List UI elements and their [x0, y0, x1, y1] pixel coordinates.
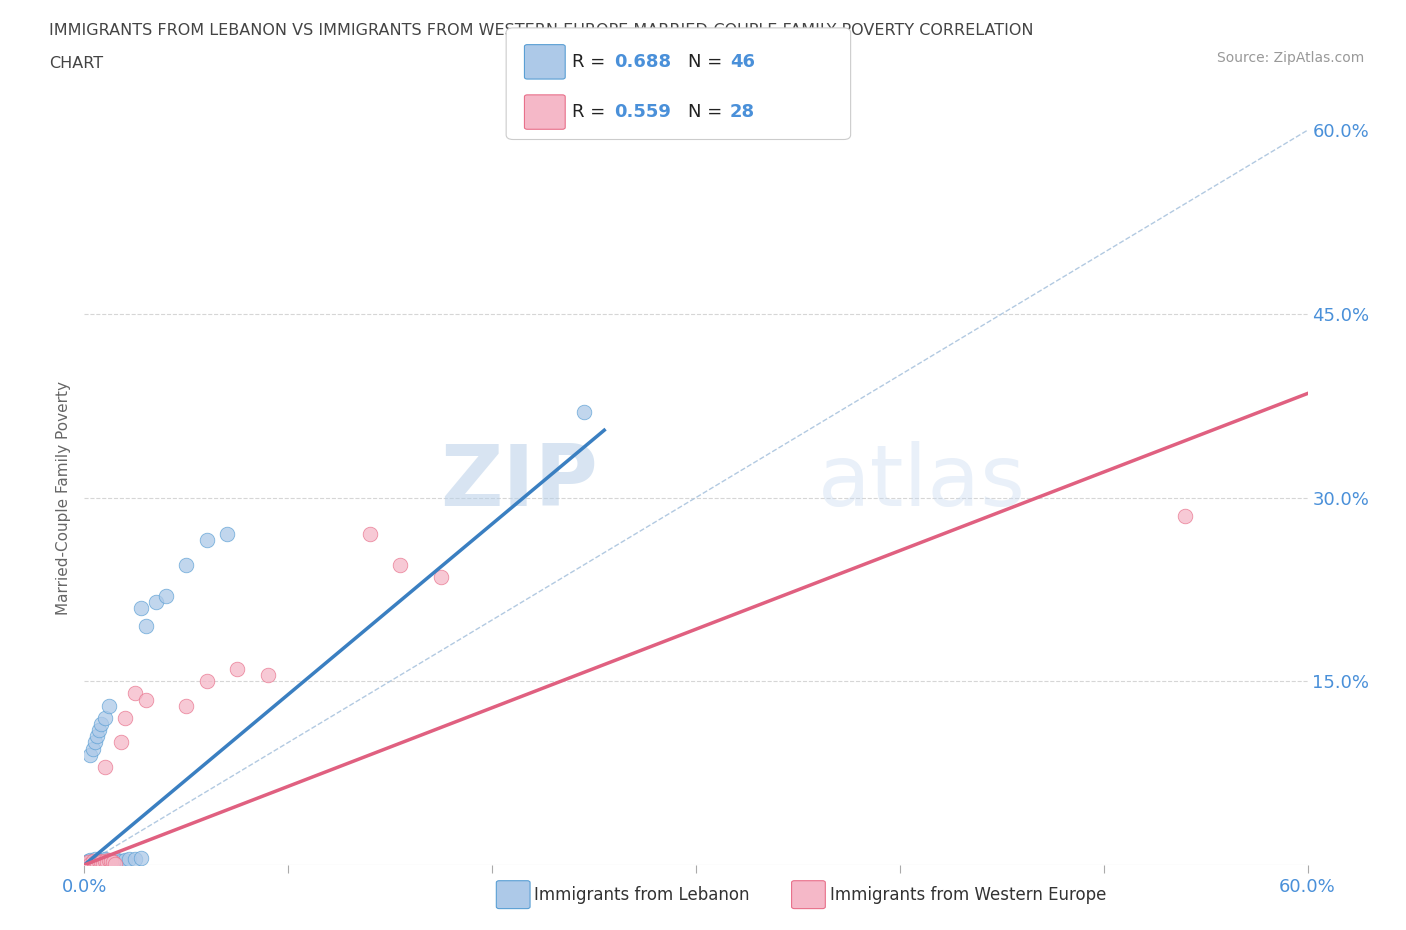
- Point: [75, 857, 97, 871]
- Point: [257, 668, 280, 683]
- Text: ZIP: ZIP: [440, 442, 598, 525]
- Point: [104, 854, 127, 869]
- Point: [135, 618, 157, 633]
- Point: [124, 686, 146, 701]
- Point: [90, 717, 112, 732]
- Text: 0.688: 0.688: [614, 53, 672, 71]
- Point: [124, 851, 146, 866]
- Point: [174, 557, 197, 572]
- Point: [217, 526, 239, 541]
- Point: [83, 735, 105, 750]
- Point: [118, 851, 141, 866]
- Point: [82, 741, 104, 756]
- Text: R =: R =: [572, 103, 612, 121]
- Point: [87, 854, 110, 869]
- Point: [87, 857, 110, 871]
- Text: N =: N =: [688, 53, 727, 71]
- Point: [79, 857, 101, 871]
- Point: [86, 729, 108, 744]
- Point: [100, 854, 122, 869]
- Point: [174, 698, 197, 713]
- Point: [79, 857, 101, 871]
- Point: [77, 855, 100, 870]
- Text: R =: R =: [572, 53, 612, 71]
- Point: [131, 601, 153, 616]
- Point: [195, 533, 218, 548]
- Point: [86, 855, 108, 870]
- Point: [90, 854, 112, 869]
- Point: [97, 853, 120, 868]
- Point: [93, 711, 115, 725]
- Point: [105, 853, 128, 868]
- Point: [93, 760, 115, 775]
- Point: [110, 735, 132, 750]
- Point: [82, 854, 104, 869]
- Text: 0.559: 0.559: [614, 103, 671, 121]
- Text: Immigrants from Western Europe: Immigrants from Western Europe: [830, 885, 1107, 904]
- Point: [93, 855, 115, 870]
- Point: [79, 853, 101, 868]
- Point: [155, 588, 177, 603]
- Point: [86, 857, 108, 871]
- Point: [75, 857, 97, 871]
- Y-axis label: Married-Couple Family Poverty: Married-Couple Family Poverty: [56, 380, 72, 615]
- Point: [83, 857, 105, 871]
- Point: [83, 851, 105, 866]
- Point: [97, 698, 120, 713]
- Text: 28: 28: [730, 103, 755, 121]
- Point: [131, 850, 153, 865]
- Point: [101, 855, 124, 870]
- Point: [97, 855, 120, 870]
- Point: [90, 855, 112, 870]
- Point: [114, 711, 136, 725]
- Point: [87, 853, 110, 868]
- Point: [83, 855, 105, 870]
- Point: [145, 594, 167, 609]
- Point: [77, 855, 100, 870]
- Point: [96, 855, 118, 870]
- Text: CHART: CHART: [49, 56, 103, 71]
- Point: [135, 692, 157, 707]
- Point: [91, 857, 114, 871]
- Text: N =: N =: [688, 103, 727, 121]
- Point: [93, 854, 115, 869]
- Point: [359, 526, 381, 541]
- Text: atlas: atlas: [818, 442, 1026, 525]
- Point: [100, 854, 122, 869]
- Point: [82, 854, 104, 869]
- Point: [96, 854, 118, 869]
- Point: [79, 748, 101, 763]
- Point: [430, 570, 453, 585]
- Point: [93, 851, 115, 866]
- Point: [195, 673, 218, 688]
- Point: [104, 857, 127, 871]
- Point: [93, 853, 115, 868]
- Text: Source: ZipAtlas.com: Source: ZipAtlas.com: [1216, 51, 1364, 65]
- Text: 46: 46: [730, 53, 755, 71]
- Point: [90, 855, 112, 870]
- Point: [101, 855, 124, 870]
- Point: [87, 723, 110, 737]
- Point: [114, 853, 136, 868]
- Point: [91, 857, 114, 871]
- Point: [572, 405, 595, 419]
- Point: [86, 854, 108, 869]
- Point: [389, 557, 412, 572]
- Point: [82, 855, 104, 870]
- Text: IMMIGRANTS FROM LEBANON VS IMMIGRANTS FROM WESTERN EUROPE MARRIED-COUPLE FAMILY : IMMIGRANTS FROM LEBANON VS IMMIGRANTS FR…: [49, 23, 1033, 38]
- Point: [110, 854, 132, 869]
- Point: [77, 854, 100, 869]
- Point: [226, 661, 249, 676]
- Text: Immigrants from Lebanon: Immigrants from Lebanon: [534, 885, 749, 904]
- Point: [1174, 509, 1197, 524]
